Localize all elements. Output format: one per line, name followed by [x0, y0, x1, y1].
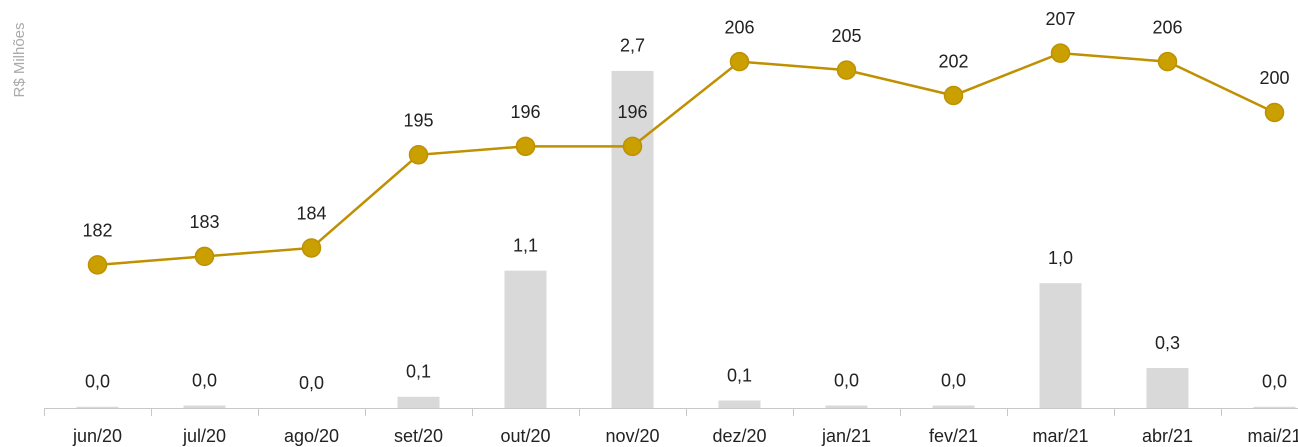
- bar: [718, 400, 761, 408]
- bar-value-label: 0,1: [406, 362, 431, 382]
- line-marker: [729, 51, 750, 72]
- bar: [1146, 368, 1189, 408]
- x-tick-label: fev/21: [929, 426, 978, 446]
- line-marker: [515, 136, 536, 157]
- x-tick-label: abr/21: [1142, 426, 1193, 446]
- bar: [932, 405, 975, 408]
- bar-value-label: 0,0: [299, 373, 324, 393]
- bar-value-label: 2,7: [620, 36, 645, 56]
- bar-value-label: 0,0: [941, 370, 966, 390]
- bar: [825, 405, 868, 408]
- x-tick-label: nov/20: [605, 426, 659, 446]
- line-value-label: 196: [617, 102, 647, 122]
- line-marker: [1050, 43, 1071, 63]
- line-value-label: 206: [724, 17, 754, 37]
- line-marker: [1264, 102, 1285, 123]
- line-value-label: 207: [1045, 9, 1075, 29]
- bar-value-label: 0,0: [1262, 372, 1287, 392]
- x-tick-label: jun/20: [72, 426, 122, 446]
- line: [97, 51, 1276, 267]
- line-value-label: 183: [189, 212, 219, 232]
- y-axis-label: R$ Milhões: [11, 22, 28, 97]
- line-marker: [1157, 51, 1178, 72]
- bar: [76, 406, 119, 408]
- bar: [183, 405, 226, 408]
- bar: [397, 396, 440, 408]
- line-marker: [301, 238, 322, 258]
- line-marker: [408, 145, 429, 165]
- bar-value-label: 1,0: [1048, 248, 1073, 268]
- line-value-label: 205: [831, 26, 861, 46]
- bar-value-label: 1,1: [513, 235, 538, 255]
- x-tick-label: dez/20: [712, 426, 766, 446]
- line-value-label: 200: [1259, 68, 1289, 88]
- x-tick-label: ago/20: [284, 426, 339, 446]
- x-tick-label: jan/21: [821, 426, 871, 446]
- line-marker: [943, 85, 964, 106]
- line-value-label: 184: [296, 204, 326, 224]
- line-marker: [836, 60, 857, 80]
- bar-value-label: 0,0: [834, 370, 859, 390]
- bar-value-label: 0,3: [1155, 333, 1180, 353]
- line-value-label: 202: [938, 51, 968, 71]
- line-value-label: 182: [82, 221, 112, 241]
- line-marker: [622, 136, 643, 157]
- line-value-label: 196: [510, 102, 540, 122]
- bar-value-label: 0,1: [727, 365, 752, 385]
- line-marker: [194, 246, 215, 267]
- bar: [1253, 406, 1296, 408]
- x-tick-label: out/20: [500, 426, 550, 446]
- bar: [504, 270, 547, 408]
- bar-value-label: 0,0: [192, 370, 217, 390]
- x-tick-label: mai/21: [1247, 426, 1298, 446]
- line-value-label: 195: [403, 111, 433, 131]
- x-tick-label: set/20: [394, 426, 443, 446]
- line-value-label: 206: [1152, 17, 1182, 37]
- bar: [1039, 283, 1082, 408]
- line-marker: [87, 255, 108, 275]
- bar-value-label: 0,0: [85, 372, 110, 392]
- bar: [611, 70, 654, 408]
- x-tick-label: jul/20: [182, 426, 226, 446]
- x-tick-label: mar/21: [1032, 426, 1088, 446]
